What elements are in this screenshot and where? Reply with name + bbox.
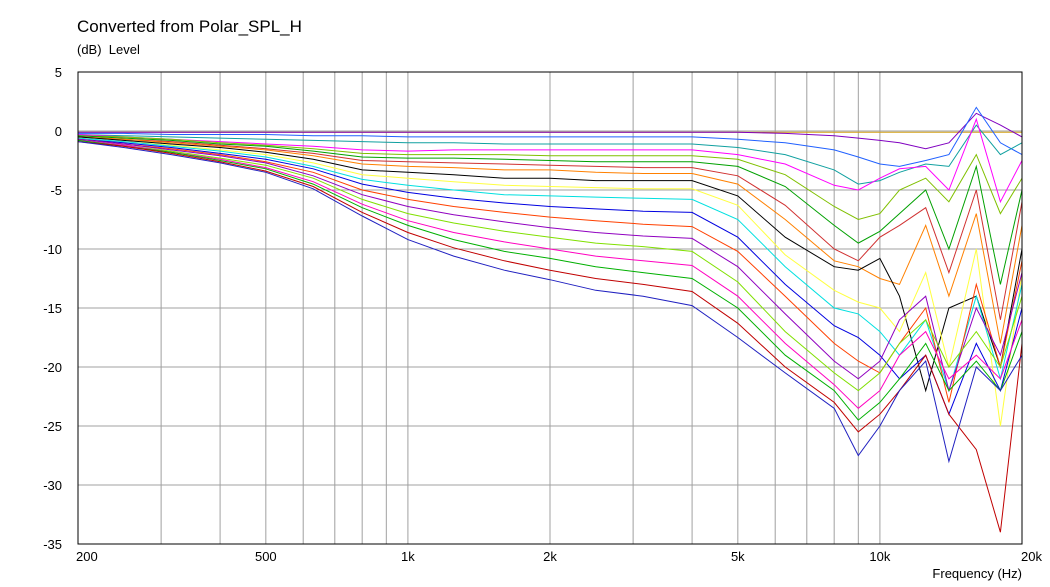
series-line-5 [77, 117, 1023, 204]
y-tick-label: -15 [43, 301, 62, 316]
plot-frame [77, 71, 1023, 545]
y-axis-name: Level [108, 42, 140, 57]
series-line-6 [77, 135, 1023, 221]
series-layer [77, 106, 1023, 533]
series-line-17 [77, 139, 1023, 409]
x-axis-label: Frequency (Hz) [932, 566, 1022, 581]
series-line-4 [77, 124, 1023, 185]
y-axis-unit: (dB) [77, 42, 102, 57]
series-line-15 [77, 138, 1023, 393]
y-axis-label: (dB) Level [77, 42, 140, 57]
x-tick-label: 500 [255, 549, 277, 564]
x-tick-label: 5k [731, 549, 745, 564]
series-line-7 [77, 135, 1023, 285]
y-tick-label: -25 [43, 419, 62, 434]
x-tick-label: 10k [869, 549, 890, 564]
y-tick-label: -35 [43, 537, 62, 552]
series-line-18 [77, 139, 1023, 421]
series-line-10 [77, 136, 1023, 393]
series-line-14 [77, 138, 1023, 403]
x-tick-label: 200 [76, 549, 98, 564]
y-tick-label: -10 [43, 242, 62, 257]
series-line-20 [77, 141, 1023, 464]
series-line-11 [77, 137, 1023, 427]
series-line-16 [77, 139, 1023, 392]
series-line-19 [77, 141, 1023, 533]
y-tick-label: 5 [55, 65, 62, 80]
x-tick-labels: 200 500 1k 2k 5k 10k 20k [76, 549, 1042, 564]
x-tick-label: 1k [401, 549, 415, 564]
y-tick-label: -20 [43, 360, 62, 375]
y-tick-labels: 5 0 -5 -10 -15 -20 -25 -30 -35 [43, 65, 62, 552]
y-tick-label: -30 [43, 478, 62, 493]
y-tick-label: -5 [50, 183, 62, 198]
series-line-8 [77, 136, 1023, 320]
series-line-2 [78, 112, 1023, 150]
series-line-9 [77, 136, 1023, 344]
chart-title: Converted from Polar_SPL_H [77, 17, 302, 36]
x-tick-label: 20k [1021, 549, 1042, 564]
y-tick-label: 0 [55, 124, 62, 139]
series-line-3 [78, 106, 1023, 167]
x-tick-label: 2k [543, 549, 557, 564]
